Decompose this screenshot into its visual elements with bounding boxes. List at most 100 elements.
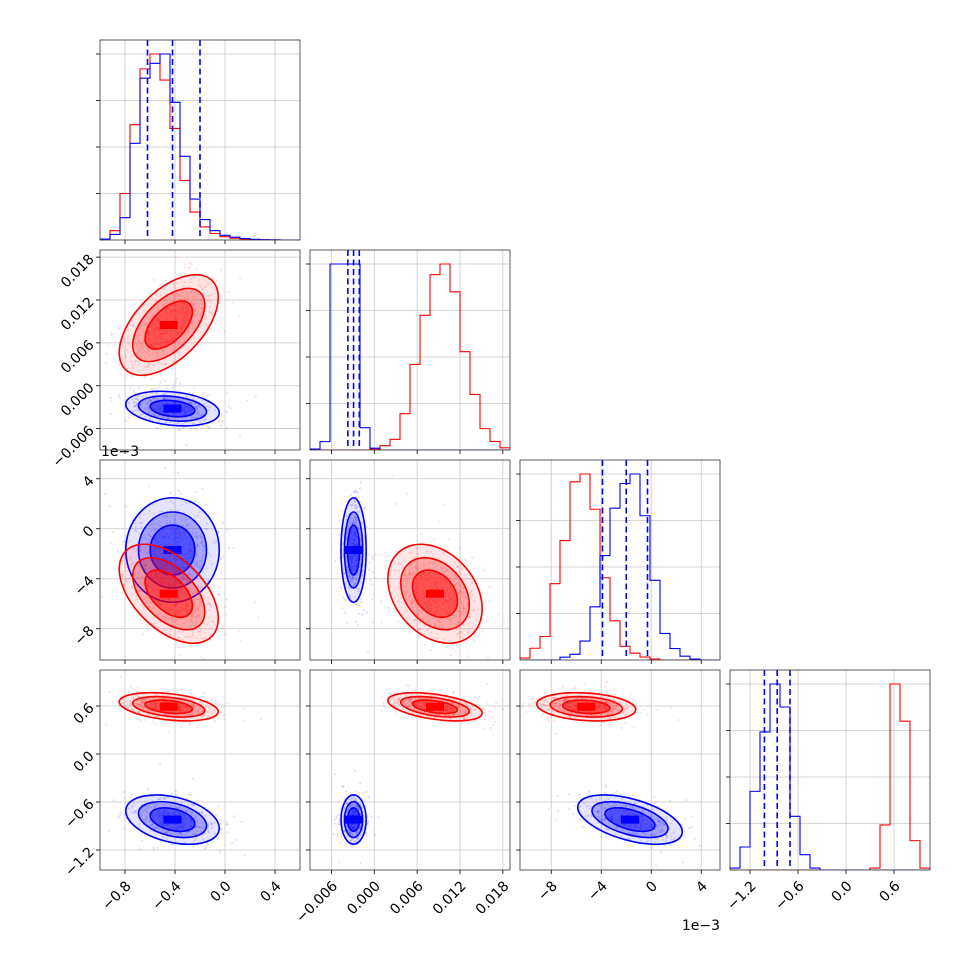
scatter-point <box>180 519 183 522</box>
scatter-point <box>590 805 593 809</box>
scatter-point <box>196 408 199 411</box>
scatter-point <box>124 797 127 800</box>
scatter-point <box>140 814 143 817</box>
scatter-point <box>352 522 355 525</box>
scatter-point <box>202 278 206 281</box>
scatter-point <box>616 708 619 711</box>
scatter-point <box>213 832 216 836</box>
scatter-point <box>140 564 143 568</box>
scatter-point <box>204 814 207 818</box>
scatter-point <box>210 700 213 703</box>
scatter-point <box>201 307 204 310</box>
scatter-point <box>165 637 168 640</box>
scatter-point <box>466 686 468 688</box>
scatter-point <box>121 573 125 576</box>
scatter-point <box>130 563 133 566</box>
scatter-point <box>182 576 185 579</box>
scatter-point <box>132 401 135 404</box>
scatter-point <box>140 575 143 579</box>
scatter-point <box>199 700 202 703</box>
scatter-point <box>100 595 103 599</box>
scatter-point <box>350 522 353 525</box>
scatter-point <box>665 834 668 837</box>
scatter-point <box>657 819 660 822</box>
scatter-point <box>367 568 370 571</box>
scatter-point <box>184 696 187 699</box>
scatter-point <box>142 693 145 696</box>
scatter-point <box>192 704 195 707</box>
scatter-point <box>143 548 146 551</box>
scatter-point <box>180 576 183 579</box>
scatter-point <box>137 695 140 698</box>
scatter-point <box>661 821 664 825</box>
scatter-point <box>448 618 451 621</box>
scatter-point <box>633 802 637 805</box>
scatter-point <box>333 822 336 825</box>
scatter-point <box>216 717 219 720</box>
scatter-point <box>183 569 186 572</box>
scatter-point <box>147 605 150 609</box>
scatter-point <box>131 363 134 367</box>
scatter-point <box>458 622 461 625</box>
scatter-point <box>207 843 210 846</box>
panel-frame-2-1 <box>309 459 511 661</box>
scatter-point <box>196 830 199 833</box>
scatter-point <box>433 625 436 628</box>
scatter-point <box>135 702 138 705</box>
scatter-point <box>396 600 399 603</box>
density-peak-blue-3-0 <box>163 815 182 824</box>
scatter-point <box>192 304 195 307</box>
scatter-point <box>361 806 364 810</box>
scatter-point <box>151 503 155 506</box>
scatter-point <box>604 783 607 786</box>
density-peak-red-2-1 <box>426 589 444 598</box>
scatter-point <box>173 520 176 523</box>
scatter-point <box>132 548 135 551</box>
scatter-point <box>195 564 198 567</box>
scatter-point <box>597 815 600 819</box>
scatter-point <box>169 520 172 523</box>
scatter-point <box>405 575 408 578</box>
scatter-point <box>209 306 212 309</box>
scatter-point <box>338 819 341 823</box>
scatter-point <box>344 598 347 601</box>
scatter-point <box>225 410 228 413</box>
scatter-point <box>166 522 169 525</box>
scatter-point <box>418 697 421 700</box>
panel-frame-3-1 <box>309 669 511 871</box>
scatter-point <box>351 797 354 800</box>
scatter-point <box>218 586 221 589</box>
scatter-point <box>460 723 463 726</box>
scatter-point <box>170 500 173 503</box>
scatter-point <box>340 835 343 838</box>
scatter-point <box>472 608 475 612</box>
scatter-point <box>142 605 145 608</box>
scatter-point <box>569 716 572 719</box>
scatter-point <box>254 395 257 398</box>
scatter-point <box>194 816 197 819</box>
scatter-point <box>203 285 206 288</box>
scatter-point <box>118 363 121 366</box>
scatter-point <box>407 710 410 713</box>
scatter-point <box>348 593 351 597</box>
scatter-point <box>203 545 206 548</box>
scatter-point <box>200 298 203 301</box>
scatter-point <box>135 404 138 407</box>
scatter-point <box>632 726 635 729</box>
scatter-point <box>198 279 201 282</box>
scatter-point <box>154 522 157 526</box>
scatter-point <box>187 401 191 404</box>
scatter-point <box>587 815 590 818</box>
scatter-point <box>404 574 407 577</box>
pair-panel-3-2 <box>516 669 721 874</box>
scatter-point <box>183 333 186 336</box>
scatter-point <box>426 562 429 566</box>
scatter-point <box>212 541 216 544</box>
scatter-point <box>163 831 166 834</box>
scatter-point <box>212 718 215 721</box>
density-peak-blue-1-0 <box>163 404 182 413</box>
scatter-point <box>186 713 189 716</box>
scatter-point <box>130 585 133 589</box>
scatter-point <box>198 826 201 829</box>
scatter-point <box>480 706 483 710</box>
